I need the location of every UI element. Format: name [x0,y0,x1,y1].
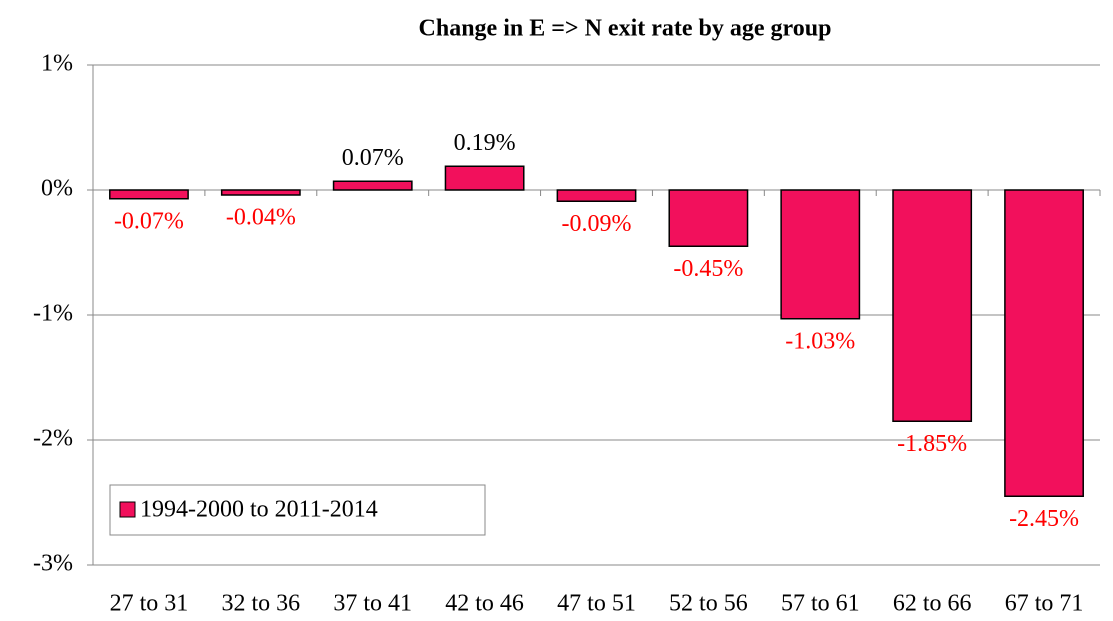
x-tick-label: 32 to 36 [221,591,300,617]
x-tick-label: 37 to 41 [333,591,412,617]
value-label: -0.04% [226,205,296,231]
x-tick-label: 57 to 61 [781,591,860,617]
x-tick-label: 62 to 66 [893,591,972,617]
y-tick-label: -3% [33,551,73,577]
y-tick-label: 0% [41,176,73,202]
value-label: -1.03% [785,328,855,354]
y-tick-label: 1% [41,51,73,77]
x-tick-label: 47 to 51 [557,591,636,617]
legend-box [109,484,486,536]
bar [109,189,189,200]
bar [892,189,973,422]
chart-title: Change in E => N exit rate by age group [419,16,832,42]
bar [332,180,413,191]
value-label: -2.45% [1009,506,1079,532]
x-tick-label: 42 to 46 [445,591,524,617]
x-tick-label: 27 to 31 [110,591,189,617]
bar [444,165,525,191]
value-label: -0.45% [673,256,743,282]
legend-label: 1994-2000 to 2011-2014 [140,497,378,523]
y-tick-label: -2% [33,426,73,452]
bar [220,189,301,196]
y-tick-label: -1% [33,301,73,327]
bar [556,189,637,202]
value-label: 0.19% [454,130,516,156]
bar [1004,189,1084,497]
value-label: -1.85% [897,431,967,457]
value-label: 0.07% [342,145,404,171]
bar [780,189,861,320]
x-tick-label: 52 to 56 [669,591,748,617]
bar [668,189,749,247]
value-label: -0.09% [562,211,632,237]
x-tick-label: 67 to 71 [1005,591,1084,617]
value-label: -0.07% [114,208,184,234]
legend-swatch [119,501,136,518]
